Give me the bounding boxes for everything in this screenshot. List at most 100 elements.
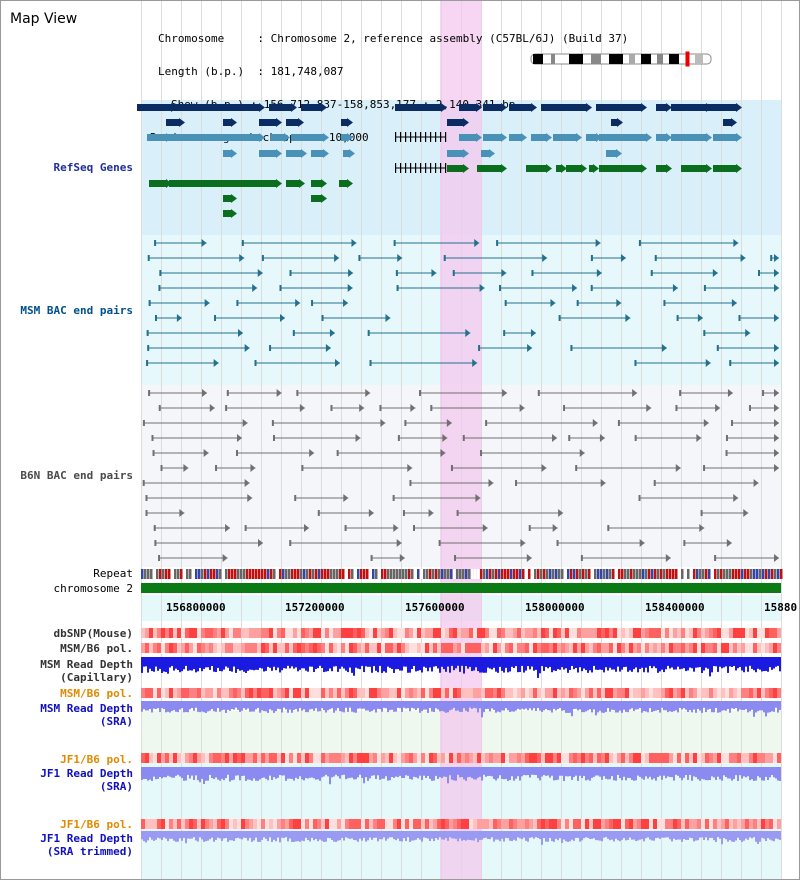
selected-region-highlight[interactable]	[440, 1, 482, 879]
depth-bar	[421, 831, 423, 842]
b6n-bac-pair-end	[236, 450, 239, 456]
pol-cell	[737, 688, 741, 698]
pol-cell	[745, 643, 749, 653]
chromosome-ideogram[interactable]	[529, 51, 715, 67]
jf1-read-depth-label[interactable]: JF1 Read Depth	[40, 767, 133, 780]
jf1-b6-pol-label-2[interactable]: JF1/B6 pol.	[60, 818, 133, 831]
repeat-mark	[429, 569, 432, 579]
depth-bar	[347, 657, 349, 673]
depth-bar	[167, 767, 169, 776]
pol-cell	[361, 643, 365, 653]
msm-read-depth-cap-label[interactable]: MSM Read Depth	[40, 658, 133, 671]
pol-cell	[329, 819, 333, 829]
refseq-genes-label[interactable]: RefSeq Genes	[53, 161, 133, 174]
depth-bar	[207, 701, 209, 712]
msm-b6-pol-label[interactable]: MSM/B6 pol.	[60, 642, 133, 655]
gene-arrow	[593, 164, 599, 173]
depth-bar	[473, 831, 475, 841]
pol-cell	[721, 688, 725, 698]
depth-bar	[391, 657, 393, 669]
depth-bar	[311, 831, 313, 838]
dbsnp-cell	[405, 628, 409, 638]
depth-bar	[381, 767, 383, 779]
pol-cell	[301, 819, 305, 829]
repeat-mark	[594, 569, 597, 579]
pol-cell	[521, 753, 525, 763]
msm-read-depth-sra-label[interactable]: MSM Read Depth	[40, 702, 133, 715]
pol-cell	[309, 819, 313, 829]
dbsnp-cell	[157, 628, 161, 638]
depth-bar	[289, 657, 291, 669]
b6n-bac-label[interactable]: B6N BAC end pairs	[20, 469, 133, 482]
depth-bar	[281, 657, 283, 671]
depth-bar	[287, 831, 289, 842]
dbsnp-cell	[545, 628, 549, 638]
depth-bar	[355, 767, 357, 780]
dbsnp-cell	[445, 628, 449, 638]
chromosome-label: Chromosome	[158, 32, 225, 45]
repeat-mark	[462, 569, 465, 579]
depth-bar	[219, 701, 221, 712]
depth-bar	[751, 831, 753, 839]
pol-cell	[473, 643, 477, 653]
depth-bar	[169, 657, 171, 668]
depth-bar	[227, 767, 229, 775]
depth-bar	[195, 701, 197, 708]
axis-tick: 15880	[764, 601, 798, 614]
pol-cell	[353, 643, 357, 653]
depth-bar	[161, 767, 163, 779]
grid-line	[301, 1, 302, 879]
dbsnp-cell	[581, 628, 585, 638]
pol-cell	[589, 753, 593, 763]
depth-bar	[495, 657, 497, 672]
msm-b6-pol-label-2[interactable]: MSM/B6 pol.	[60, 687, 133, 700]
repeat-mark	[450, 569, 453, 579]
depth-bar	[339, 657, 341, 669]
b6n-bac-pair-arrow	[222, 554, 228, 562]
b6n-bac-pair-end	[160, 465, 163, 471]
pol-cell	[617, 688, 621, 698]
depth-bar	[177, 657, 179, 670]
dbsnp-label[interactable]: dbSNP(Mouse)	[53, 627, 133, 640]
depth-bar	[209, 657, 211, 670]
depth-bar	[289, 831, 291, 839]
depth-bar	[733, 701, 735, 709]
b6n-bac-pair-arrow	[703, 419, 709, 427]
msm-bac-label[interactable]: MSM BAC end pairs	[20, 304, 133, 317]
depth-bar	[657, 657, 659, 673]
depth-bar	[719, 767, 721, 780]
pol-cell	[405, 753, 409, 763]
depth-bar	[513, 831, 515, 840]
depth-bar	[531, 831, 533, 838]
b6n-bac-pair-end	[225, 405, 228, 411]
msm-bac-pair-end	[663, 300, 666, 306]
b6n-bac-pair-arrow	[236, 434, 242, 442]
depth-bar	[335, 657, 337, 667]
depth-bar	[371, 657, 373, 673]
pol-cell	[633, 688, 637, 698]
depth-bar	[223, 657, 225, 670]
repeat-mark	[144, 569, 147, 579]
depth-bar	[223, 831, 225, 839]
depth-bar	[415, 701, 417, 711]
b6n-bac-pair-end	[617, 420, 620, 426]
pol-cell	[173, 688, 177, 698]
depth-bar	[599, 767, 601, 777]
depth-bar	[339, 767, 341, 779]
depth-bar	[707, 701, 709, 710]
pol-cell	[773, 819, 777, 829]
repeat-mark	[276, 569, 279, 579]
repeat-mark	[366, 569, 369, 579]
depth-bar	[659, 701, 661, 713]
depth-bar	[323, 701, 325, 711]
depth-bar	[589, 767, 591, 781]
grid-line	[261, 1, 262, 879]
depth-bar	[643, 831, 645, 842]
depth-bar	[325, 657, 327, 672]
depth-bar	[327, 657, 329, 672]
repeat-mark	[441, 569, 444, 579]
jf1-read-depth-trim-label[interactable]: JF1 Read Depth	[40, 832, 133, 845]
depth-bar	[573, 657, 575, 670]
depth-bar	[325, 701, 327, 713]
jf1-b6-pol-label[interactable]: JF1/B6 pol.	[60, 753, 133, 766]
